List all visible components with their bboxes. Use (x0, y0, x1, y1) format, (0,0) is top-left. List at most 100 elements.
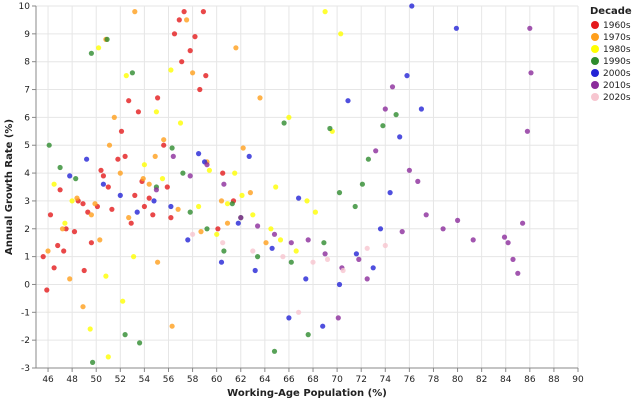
legend-label: 2000s (603, 69, 631, 79)
data-point (220, 170, 226, 176)
data-point (146, 181, 152, 187)
y-tick-label: -1 (21, 308, 30, 318)
data-point (180, 170, 186, 176)
data-point (179, 59, 185, 65)
data-point (382, 106, 388, 112)
y-tick-label: 1 (24, 253, 30, 263)
data-point (100, 181, 106, 187)
x-tick-label: 56 (163, 375, 175, 385)
data-point (271, 348, 278, 354)
legend: Decade 1960s 1970s 1980s 1990s 2000s 2010s 202… (590, 6, 632, 103)
data-point (263, 240, 269, 246)
data-point (161, 137, 167, 143)
y-tick-label: -3 (21, 364, 30, 374)
data-point (151, 198, 157, 204)
data-point (169, 323, 175, 329)
data-point (192, 34, 198, 40)
data-point (510, 256, 516, 262)
x-tick-label: 62 (235, 375, 246, 385)
data-point (85, 209, 91, 215)
data-point (187, 48, 193, 54)
data-point (196, 203, 202, 210)
data-point (90, 359, 96, 365)
data-point (122, 153, 128, 159)
data-point (185, 237, 191, 243)
data-point (118, 128, 125, 134)
data-point (84, 156, 90, 162)
data-point (55, 242, 61, 249)
data-point (250, 248, 256, 254)
x-tick-label: 72 (355, 375, 366, 385)
x-axis-title: Working-Age Population (%) (227, 388, 387, 399)
legend-swatch (591, 69, 599, 77)
data-point (122, 332, 128, 338)
data-point (61, 248, 67, 254)
x-tick-label: 70 (331, 375, 343, 385)
data-point (404, 73, 410, 79)
y-tick-label: 8 (24, 58, 30, 68)
data-point (257, 95, 263, 101)
data-point (505, 240, 511, 246)
data-point (387, 190, 393, 196)
axes: 46 48 50 52 54 56 58 60 62 64 66 68 70 72 74 76 78 80 82 84… (19, 2, 584, 385)
data-point (240, 145, 246, 151)
data-point (175, 206, 181, 212)
data-point (280, 254, 286, 260)
data-point (100, 173, 106, 179)
data-point (364, 276, 370, 282)
data-point (141, 203, 147, 210)
data-point (141, 162, 147, 168)
y-axis-title: Annual Growth Rate (%) (4, 119, 15, 255)
data-point (364, 245, 370, 251)
data-point (71, 229, 78, 235)
data-point (393, 112, 399, 118)
data-point (418, 106, 424, 112)
data-point (88, 240, 94, 246)
data-point (320, 323, 326, 329)
data-point (340, 267, 346, 274)
data-point (365, 156, 371, 162)
data-point (197, 86, 203, 93)
x-tick-label: 84 (500, 375, 512, 385)
data-point (247, 190, 253, 196)
series-2010s (153, 25, 534, 321)
data-point (203, 73, 209, 79)
data-point (103, 273, 109, 279)
data-point (224, 201, 231, 207)
data-point (106, 142, 113, 148)
legend-label: 2010s (603, 81, 631, 91)
data-point (111, 114, 117, 120)
data-point (168, 215, 174, 221)
data-point (470, 237, 476, 243)
x-tick-label: 88 (548, 375, 560, 385)
data-point (377, 226, 384, 232)
legend-swatch (591, 57, 599, 65)
data-point (239, 192, 245, 198)
data-point (140, 176, 146, 182)
data-point (215, 226, 221, 232)
data-point (117, 192, 123, 198)
legend-swatch (591, 33, 599, 41)
data-point (57, 187, 63, 193)
data-point (310, 259, 316, 265)
data-point (176, 17, 182, 23)
data-point (397, 134, 403, 140)
y-tick-label: 5 (24, 141, 30, 151)
data-point (155, 259, 161, 265)
data-point (170, 153, 176, 159)
data-point (169, 145, 175, 151)
y-tick-label: 4 (24, 169, 30, 179)
data-point (196, 151, 202, 157)
data-point (137, 340, 143, 346)
data-point (288, 259, 294, 265)
data-point (327, 125, 333, 132)
data-point (415, 178, 421, 184)
data-point (453, 25, 459, 31)
data-point (520, 220, 526, 226)
x-tick-label: 58 (187, 375, 199, 385)
data-point (187, 173, 193, 179)
data-point (190, 70, 196, 76)
grid-lines (36, 5, 579, 369)
